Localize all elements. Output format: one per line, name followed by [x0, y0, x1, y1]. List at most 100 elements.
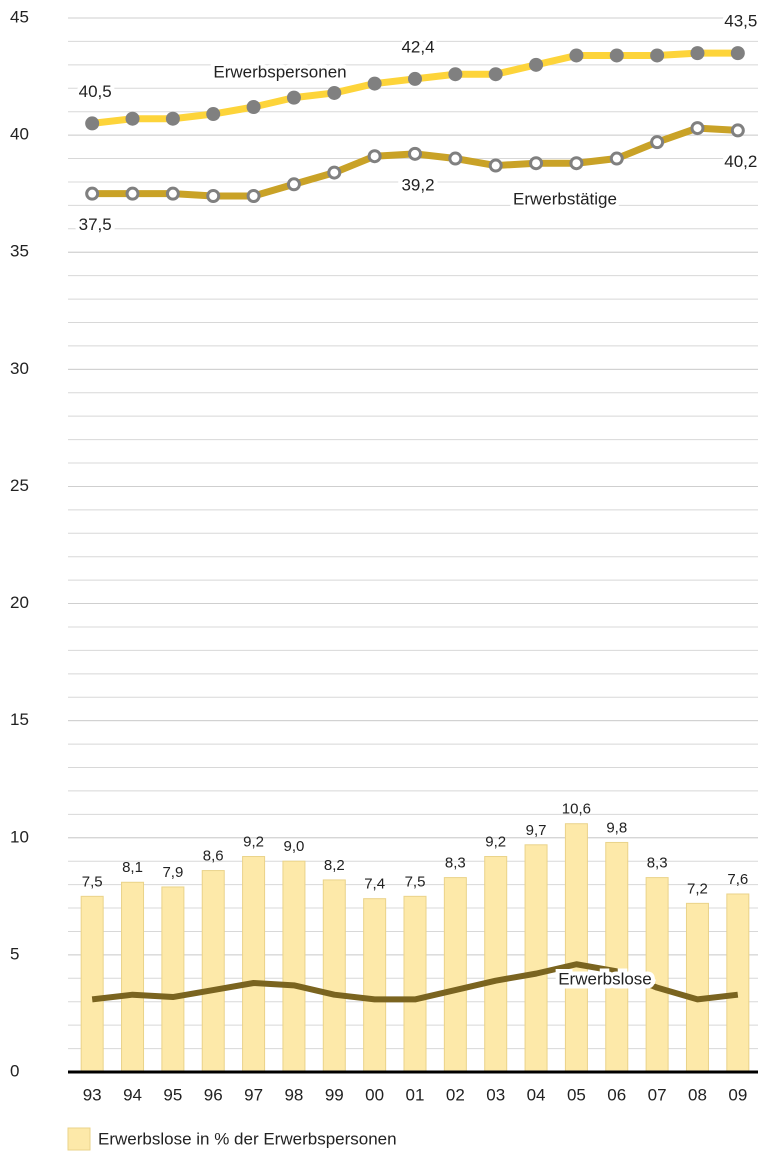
- y-tick-label: 0: [10, 1061, 19, 1080]
- line: [91, 961, 739, 1003]
- x-tick-label: 08: [688, 1085, 707, 1104]
- x-tick-label: 06: [607, 1085, 626, 1104]
- x-tick-label: 94: [123, 1085, 142, 1104]
- bar-value-label: 10,6: [562, 801, 591, 818]
- bar: [484, 856, 508, 1073]
- bar: [443, 877, 467, 1073]
- bar-value-label: 9,2: [485, 833, 506, 850]
- y-tick-label: 10: [10, 827, 29, 846]
- y-tick-label: 35: [10, 242, 29, 261]
- x-tick-label: 96: [204, 1085, 223, 1104]
- y-tick-label: 40: [10, 125, 29, 144]
- bar-value-label: 9,8: [606, 819, 627, 836]
- bar: [403, 895, 427, 1073]
- marker: [569, 156, 584, 171]
- bar-value-label: 9,0: [284, 838, 305, 855]
- x-tick-label: 93: [83, 1085, 102, 1104]
- series-label: Erwerbspersonen: [213, 62, 346, 81]
- marker: [286, 177, 301, 192]
- marker: [85, 116, 100, 131]
- bar: [363, 898, 387, 1073]
- bar-value-label: 9,7: [526, 822, 547, 839]
- x-tick-label: 01: [406, 1085, 425, 1104]
- bar: [322, 879, 346, 1073]
- marker: [650, 135, 665, 150]
- bar: [685, 902, 709, 1073]
- marker: [408, 146, 422, 161]
- marker: [730, 46, 745, 61]
- marker: [690, 46, 705, 61]
- y-tick-label: 25: [10, 476, 29, 495]
- bar-value-label: 7,2: [687, 880, 708, 897]
- y-tick-label: 30: [10, 359, 29, 378]
- legend-swatch: [67, 1127, 91, 1151]
- marker: [529, 156, 544, 171]
- x-tick-label: 05: [567, 1085, 586, 1104]
- marker: [206, 189, 221, 204]
- marker: [367, 76, 382, 91]
- x-tick-label: 98: [284, 1085, 303, 1104]
- y-tick-label: 20: [10, 593, 29, 612]
- marker: [165, 111, 180, 126]
- marker: [327, 85, 342, 100]
- marker: [690, 121, 705, 136]
- marker: [367, 149, 382, 164]
- line-value-label: 39,2: [401, 175, 434, 194]
- marker: [206, 107, 221, 122]
- marker: [125, 111, 140, 126]
- bar: [282, 860, 306, 1073]
- bar: [80, 895, 104, 1073]
- marker: [488, 67, 503, 82]
- legend-label: Erwerbslose in % der Erwerbspersonen: [98, 1129, 397, 1148]
- bar-value-label: 7,5: [82, 873, 103, 890]
- series-label: Erwerbstätige: [513, 189, 617, 208]
- marker: [488, 158, 503, 173]
- x-tick-label: 03: [486, 1085, 505, 1104]
- x-tick-label: 95: [163, 1085, 182, 1104]
- line-value-label: 40,5: [79, 82, 112, 101]
- bar: [201, 870, 225, 1073]
- x-tick-label: 02: [446, 1085, 465, 1104]
- y-tick-label: 15: [10, 710, 29, 729]
- bar-value-label: 7,6: [727, 871, 748, 888]
- x-tick-label: 09: [728, 1085, 747, 1104]
- bar-value-label: 8,2: [324, 857, 345, 874]
- bar-value-label: 7,5: [405, 873, 426, 890]
- line-value-label: 42,4: [401, 37, 434, 56]
- marker: [448, 67, 463, 82]
- marker: [448, 151, 463, 166]
- x-tick-label: 00: [365, 1085, 384, 1104]
- marker: [125, 186, 140, 201]
- marker: [327, 165, 342, 180]
- x-tick-label: 07: [648, 1085, 667, 1104]
- bar-value-label: 7,9: [162, 864, 183, 881]
- bar-value-label: 9,2: [243, 833, 264, 850]
- bar-value-label: 8,1: [122, 859, 143, 876]
- marker: [569, 48, 584, 63]
- line-value-label: 43,5: [724, 12, 757, 31]
- marker: [529, 57, 544, 72]
- marker: [165, 186, 180, 201]
- line-value-label: 40,2: [724, 152, 757, 171]
- bar: [605, 841, 629, 1073]
- bar-value-label: 8,6: [203, 848, 224, 865]
- x-tick-label: 97: [244, 1085, 263, 1104]
- y-tick-label: 45: [10, 7, 29, 26]
- series-label: Erwerbslose: [558, 969, 652, 988]
- x-tick-label: 99: [325, 1085, 344, 1104]
- y-tick-label: 5: [10, 944, 19, 963]
- marker: [85, 186, 100, 201]
- bar: [726, 893, 750, 1073]
- x-tick-label: 04: [527, 1085, 546, 1104]
- marker: [408, 71, 422, 86]
- bar: [242, 856, 266, 1073]
- marker: [286, 90, 301, 105]
- marker: [246, 100, 261, 115]
- bar: [564, 823, 588, 1073]
- bar: [524, 844, 548, 1073]
- bar-value-label: 8,3: [445, 855, 466, 872]
- bar-value-label: 7,4: [364, 876, 385, 893]
- marker: [730, 123, 745, 138]
- marker: [609, 48, 624, 63]
